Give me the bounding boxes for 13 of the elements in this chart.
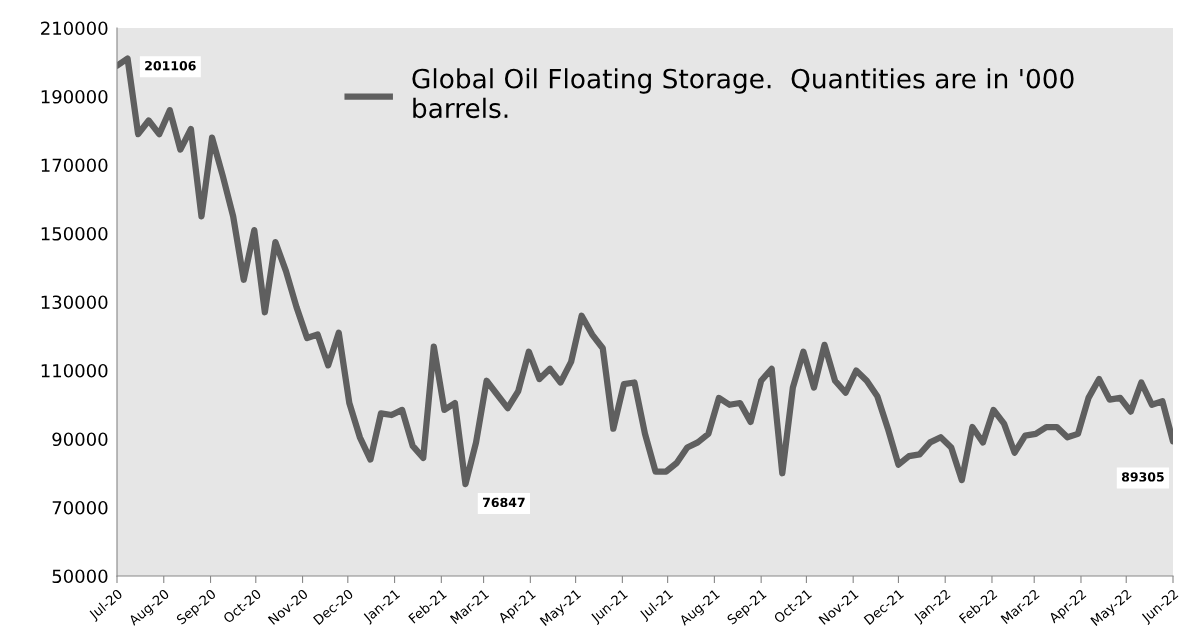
y-tick-label: 190000 — [41, 89, 108, 104]
legend-label: Global Oil Floating Storage. Quantities are in '000 barrels. — [412, 68, 1074, 119]
annotation: 76847 — [482, 497, 525, 508]
y-tick-label: 150000 — [41, 226, 108, 241]
y-tick-label: 170000 — [41, 158, 108, 173]
y-tick-label: 210000 — [41, 21, 108, 36]
y-tick-label: 130000 — [41, 295, 108, 310]
annotation: 201106 — [145, 60, 196, 71]
annotation: 89305 — [1121, 472, 1164, 482]
y-tick-label: 90000 — [52, 432, 108, 447]
y-tick-label: 70000 — [52, 500, 108, 515]
y-tick-label: 50000 — [52, 569, 108, 584]
y-tick-label: 110000 — [41, 363, 108, 378]
